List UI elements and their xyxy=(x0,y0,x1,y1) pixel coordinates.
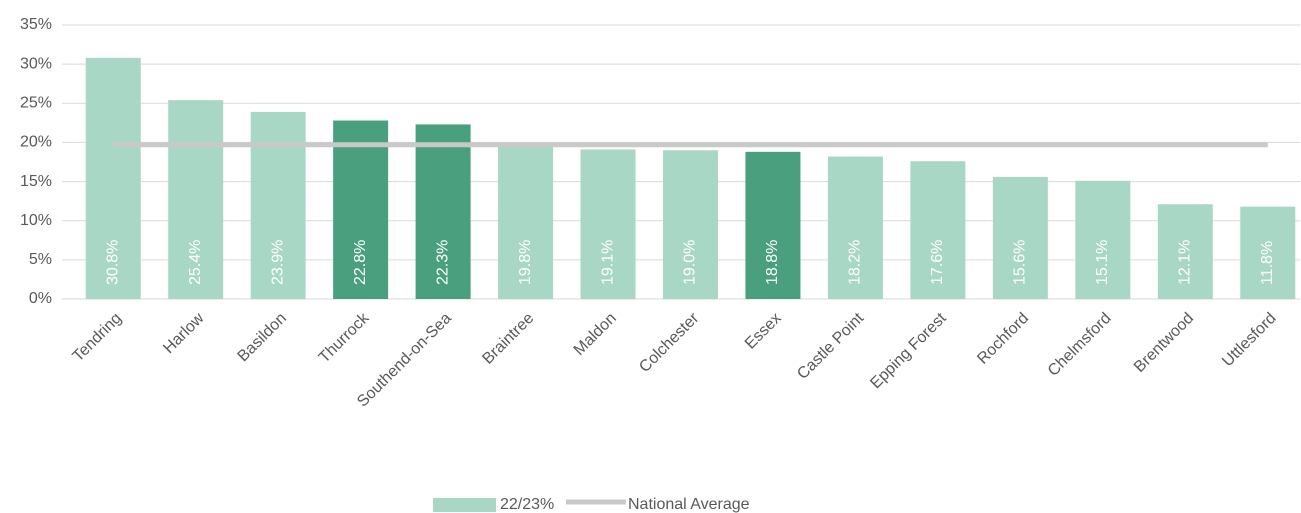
y-tick-label: 30% xyxy=(20,55,52,72)
bar xyxy=(1240,206,1296,299)
bar xyxy=(1075,180,1131,299)
bar xyxy=(498,143,554,299)
value-label: 12.1% xyxy=(1177,240,1194,285)
x-tick-label: Epping Forest xyxy=(867,309,950,392)
y-tick-label: 10% xyxy=(20,212,52,229)
bar xyxy=(168,100,224,299)
value-label: 23.9% xyxy=(269,240,286,285)
bar xyxy=(663,150,718,299)
x-tick-label: Harlow xyxy=(160,309,208,357)
value-label: 17.6% xyxy=(929,240,946,285)
bar xyxy=(85,57,141,299)
y-tick-label: 5% xyxy=(29,251,52,268)
y-tick-label: 25% xyxy=(20,95,52,112)
x-tick-label: Braintree xyxy=(479,310,537,368)
x-tick-label: Tendring xyxy=(70,310,125,365)
x-tick-label: Basildon xyxy=(235,310,290,365)
x-tick-label: Essex xyxy=(742,310,785,353)
bar xyxy=(910,161,966,299)
value-label: 19.1% xyxy=(599,240,616,285)
x-tick-label: Maldon xyxy=(571,310,620,359)
value-label: 22.8% xyxy=(352,240,369,285)
value-label: 22.3% xyxy=(434,240,451,285)
value-label: 11.8% xyxy=(1259,241,1276,285)
x-tick-label: Brentwood xyxy=(1131,310,1197,376)
y-tick-label: 20% xyxy=(20,134,52,151)
y-tick-label: 0% xyxy=(29,290,52,307)
x-tick-label: Thurrock xyxy=(316,309,373,366)
x-tick-label: Colchester xyxy=(636,309,703,376)
value-label: 18.8% xyxy=(764,240,781,285)
value-label: 30.8% xyxy=(104,240,121,285)
value-label: 25.4% xyxy=(187,240,204,285)
x-tick-label: Castle Point xyxy=(794,309,867,382)
y-tick-label: 15% xyxy=(20,173,52,190)
legend-label: National Average xyxy=(628,496,750,513)
value-label: 15.6% xyxy=(1012,240,1029,285)
x-tick-label: Uttlesford xyxy=(1219,310,1279,370)
value-label: 15.1% xyxy=(1094,240,1111,285)
bar xyxy=(827,156,883,299)
bar xyxy=(1157,204,1213,299)
bar xyxy=(745,151,801,299)
bar xyxy=(580,149,636,299)
bar xyxy=(333,120,389,299)
legend-swatch xyxy=(433,498,496,512)
y-tick-label: 35% xyxy=(20,16,52,33)
x-tick-label: Chelmsford xyxy=(1045,310,1115,380)
value-label: 19.0% xyxy=(682,240,699,285)
bar xyxy=(992,176,1048,299)
value-label: 19.8% xyxy=(517,240,534,285)
x-tick-label: Rochford xyxy=(974,310,1032,368)
legend-label: 22/23% xyxy=(500,496,554,513)
bar xyxy=(415,124,471,300)
value-label: 18.2% xyxy=(847,240,864,285)
